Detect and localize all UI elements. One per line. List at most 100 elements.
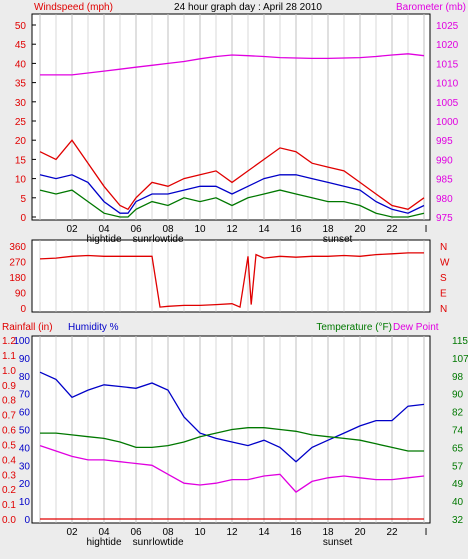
temperature-tick: 65 [452, 443, 464, 454]
series-line-top-panel-1 [39, 139, 425, 211]
rainfall-tick: 0.4 [2, 455, 16, 466]
x-tick-label: 16 [290, 224, 302, 235]
panel-2-frame [31, 239, 431, 313]
barometer-tick: 975 [436, 213, 453, 224]
barometer-tick: 1020 [436, 40, 459, 51]
series-line-wind-direction-panel-0 [39, 252, 424, 309]
x-tick-label: 06 [130, 527, 142, 538]
x-tick-label: 20 [354, 224, 366, 235]
wind-direction-tick: 0 [20, 304, 26, 315]
x-tick-label: 06 [130, 224, 142, 235]
rainfall-tick: 0.6 [2, 426, 16, 437]
temperature-tick: 98 [452, 372, 464, 383]
barometer-tick: 1000 [436, 117, 459, 128]
windspeed-tick: 50 [15, 21, 27, 32]
barometer-tick: 995 [436, 136, 453, 147]
windspeed-tick: 15 [15, 155, 27, 166]
graph-title: 24 hour graph day : April 28 2010 [174, 2, 322, 13]
series-line-top-panel-3 [39, 189, 425, 218]
rainfall-tick: 1.1 [2, 351, 16, 362]
rainfall-label: Rainfall (in) [2, 322, 53, 333]
x-tick-label: 16 [290, 527, 302, 538]
compass-label: W [440, 258, 450, 269]
windspeed-tick: 30 [15, 98, 27, 109]
wind-direction-tick: 180 [9, 273, 26, 284]
rainfall-tick: 1.2 [2, 336, 16, 347]
barometer-tick: 990 [436, 155, 453, 166]
rainfall-tick: 0.5 [2, 440, 16, 451]
x-tick-label: 12 [226, 527, 238, 538]
x-annotation-lowtide: lowtide [152, 234, 184, 245]
temperature-tick: 115 [452, 336, 468, 347]
humidity-tick: 20 [19, 479, 31, 490]
humidity-tick: 40 [19, 443, 31, 454]
wind-direction-tick: 90 [15, 289, 27, 300]
series-line-bottom-panel-0 [39, 371, 425, 463]
x-tick-label: 04 [98, 527, 110, 538]
x-annotation-sunset: sunset [323, 537, 353, 548]
x-tick-label: I [425, 224, 428, 235]
x-tick-label: 22 [386, 224, 398, 235]
rainfall-tick: 0.2 [2, 485, 16, 496]
temperature-tick: 107 [452, 354, 468, 365]
windspeed-tick: 10 [15, 175, 27, 186]
x-annotation-sunset: sunset [323, 234, 353, 245]
x-tick-label: 10 [194, 527, 206, 538]
wind-direction-tick: 270 [9, 258, 26, 269]
humidity-tick: 30 [19, 461, 31, 472]
x-tick-label: 04 [98, 224, 110, 235]
rainfall-tick: 0.1 [2, 500, 16, 511]
humidity-tick: 60 [19, 408, 31, 419]
x-tick-label: 20 [354, 527, 366, 538]
temperature-tick: 74 [452, 426, 464, 437]
humidity-tick: 70 [19, 390, 31, 401]
rainfall-tick: 0.3 [2, 470, 16, 481]
series-line-bottom-panel-2 [39, 444, 425, 493]
x-tick-label: 10 [194, 224, 206, 235]
x-annotation-sunr: sunr [133, 234, 153, 245]
rainfall-tick: 0.9 [2, 381, 16, 392]
windspeed-tick: 40 [15, 59, 27, 70]
compass-label: E [440, 289, 447, 300]
humidity-label: Humidity % [68, 322, 119, 333]
barometer-tick: 1025 [436, 21, 459, 32]
barometer-tick: 985 [436, 175, 453, 186]
series-line-top-panel-2 [39, 174, 425, 214]
rainfall-tick: 0.8 [2, 396, 16, 407]
x-tick-label: 02 [66, 224, 78, 235]
humidity-tick: 0 [24, 515, 30, 526]
compass-label: N [440, 242, 447, 253]
rainfall-tick: 0.0 [2, 515, 16, 526]
windspeed-tick: 0 [20, 213, 26, 224]
windspeed-tick: 5 [20, 194, 26, 205]
barometer-tick: 980 [436, 194, 453, 205]
temperature-tick: 49 [452, 479, 464, 490]
barometer-label: Barometer (mb) [396, 2, 466, 13]
x-tick-label: 14 [258, 224, 270, 235]
x-tick-label: 22 [386, 527, 398, 538]
wind-direction-tick: 360 [9, 242, 26, 253]
windspeed-tick: 20 [15, 136, 27, 147]
x-annotation-lowtide: lowtide [152, 537, 184, 548]
humidity-tick: 10 [19, 497, 31, 508]
humidity-tick: 80 [19, 372, 31, 383]
x-tick-label: I [425, 527, 428, 538]
x-tick-label: 02 [66, 527, 78, 538]
temperature-tick: 82 [452, 408, 464, 419]
barometer-tick: 1010 [436, 79, 459, 90]
temperature-tick: 32 [452, 515, 464, 526]
x-annotation-hightide: hightide [86, 234, 121, 245]
series-line-bottom-panel-1 [40, 427, 424, 452]
humidity-tick: 50 [19, 426, 31, 437]
windspeed-tick: 25 [15, 117, 27, 128]
x-tick-label: 08 [162, 224, 174, 235]
x-tick-label: 12 [226, 224, 238, 235]
series-line-top-panel-0 [40, 53, 425, 76]
windspeed-tick: 45 [15, 40, 27, 51]
windspeed-tick: 35 [15, 79, 27, 90]
x-tick-label: 18 [322, 224, 334, 235]
compass-label: S [440, 273, 447, 284]
x-annotation-sunr: sunr [133, 537, 153, 548]
barometer-tick: 1005 [436, 98, 459, 109]
